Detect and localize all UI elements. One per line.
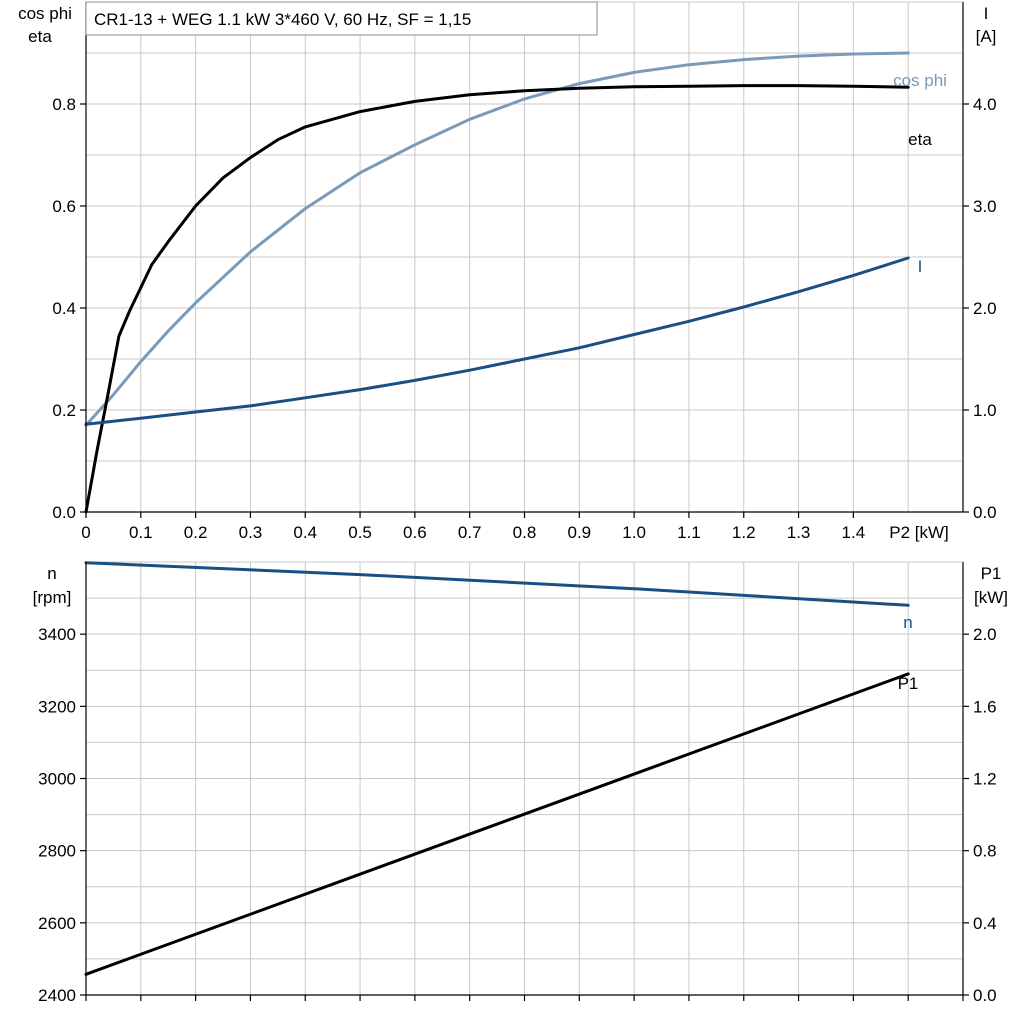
x-tick-label: 1.2 [732,523,756,542]
lower-left-tick-label: 2800 [38,842,76,861]
upper-right-tick-label: 2.0 [973,299,997,318]
upper-left-tick-label: 0.6 [52,197,76,216]
upper-left-axis-label-line2: eta [28,27,52,46]
lower-left-axis-label-line2: [rpm] [33,588,72,607]
upper-plot-axes: 0.0 0.2 0.4 0.6 0.8 0.0 1.0 2.0 3.0 4.0 0 0.1 0.2 0.3… [52,2,997,542]
x-tick-label: 0.6 [403,523,427,542]
series-line-p1 [84,672,910,976]
series-label-eta: eta [908,130,932,149]
upper-left-tick-label: 0.2 [52,401,76,420]
x-tick-label: 1.3 [787,523,811,542]
series-line-n [84,561,910,607]
x-tick-label: 1.1 [677,523,701,542]
upper-left-axis-label-line1: cos phi [18,4,72,23]
lower-right-axis-label-line2: [kW] [974,588,1008,607]
series-label-current: I [918,257,923,276]
lower-left-axis-label-line1: n [47,564,56,583]
lower-plot-curves [84,561,910,976]
upper-right-axis-label-line2: [A] [976,27,997,46]
upper-right-tick-label: 0.0 [973,503,997,522]
x-axis-label: P2 [kW] [889,523,949,542]
lower-right-tick-label: 1.2 [973,770,997,789]
lower-left-tick-label: 3200 [38,697,76,716]
x-tick-label: 0 [81,523,90,542]
lower-plot-axes: 2400 2600 2800 3000 3200 3400 0.0 0.4 0.8 1.2 1.6 2… [38,562,997,1005]
lower-left-tick-label: 3000 [38,770,76,789]
upper-right-tick-label: 1.0 [973,401,997,420]
lower-right-tick-label: 1.6 [973,697,997,716]
upper-right-tick-label: 3.0 [973,197,997,216]
series-label-input-power: P1 [898,674,919,693]
lower-left-tick-label: 2600 [38,914,76,933]
lower-right-tick-label: 0.0 [973,986,997,1005]
upper-plot-grid [86,1,964,512]
upper-left-tick-label: 0.0 [52,503,76,522]
lower-right-tick-label: 0.4 [973,914,997,933]
lower-plot-grid [86,561,964,995]
upper-right-tick-label: 4.0 [973,95,997,114]
series-label-speed: n [903,613,912,632]
series-line-cos-phi [84,51,910,427]
x-tick-label: 0.3 [239,523,263,542]
series-label-cos-phi: cos phi [893,71,947,90]
lower-right-axis-label-line1: P1 [981,564,1002,583]
upper-plot-curves [84,51,910,514]
x-tick-label: 0.1 [129,523,153,542]
lower-left-tick-label: 3400 [38,625,76,644]
x-tick-label: 1.4 [842,523,866,542]
lower-left-tick-label: 2400 [38,986,76,1005]
lower-right-tick-label: 0.8 [973,842,997,861]
series-line-eta [84,84,910,514]
lower-right-tick-label: 2.0 [973,625,997,644]
chart-title: CR1-13 + WEG 1.1 kW 3*460 V, 60 Hz, SF =… [94,10,471,29]
x-tick-label: 0.8 [513,523,537,542]
chart-title-box [85,1,598,36]
x-tick-label: 0.4 [293,523,317,542]
x-tick-label: 0.7 [458,523,482,542]
x-tick-label: 0.5 [348,523,372,542]
upper-left-tick-label: 0.8 [52,95,76,114]
series-line-i [84,256,910,426]
x-tick-label: 0.9 [567,523,591,542]
x-tick-label: 1.0 [622,523,646,542]
upper-left-tick-label: 0.4 [52,299,76,318]
x-tick-label: 0.2 [184,523,208,542]
upper-right-axis-label-line1: I [984,4,989,23]
